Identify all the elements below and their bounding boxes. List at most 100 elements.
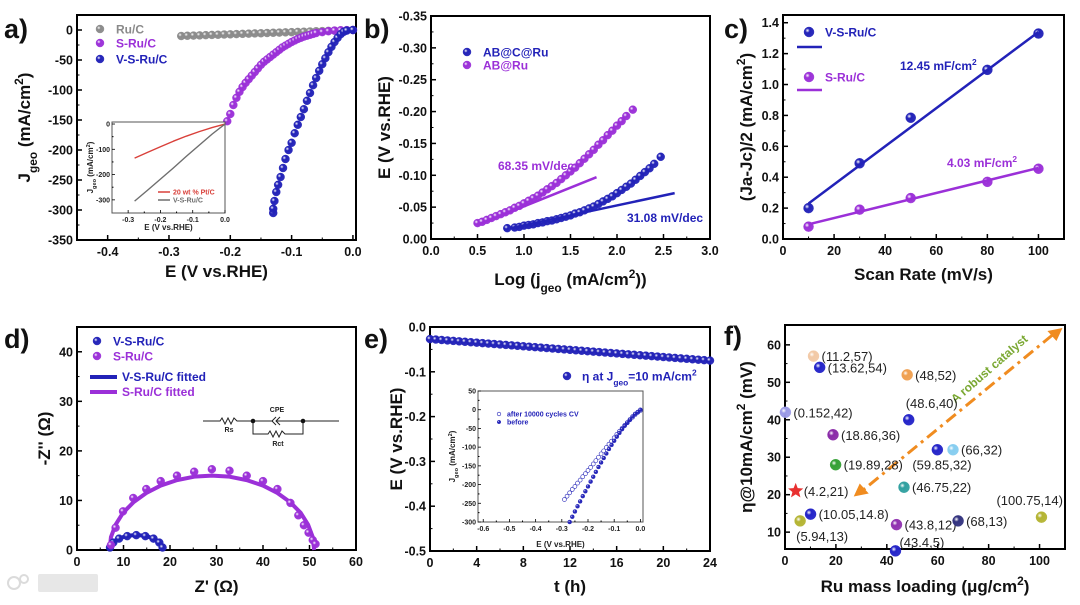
data-point (627, 417, 633, 422)
data-point (931, 444, 944, 456)
inset-chart-a: -0.3 -0.2 -0.1 0.0 0 -100 -200 -300 E (V vs.RHE)… (86, 121, 230, 232)
x-tick-label: 20 (656, 556, 670, 570)
data-point (114, 534, 124, 543)
rs-resistor (203, 416, 253, 426)
y-tick-label: -250 (48, 174, 73, 188)
plot-frame (111, 121, 226, 214)
data-point (225, 466, 234, 475)
inset-series-20-wt-pt-c (134, 123, 226, 159)
data-point (575, 504, 580, 509)
inset-legend-label: 20 wt % Pt/C (173, 190, 215, 197)
data-point (905, 112, 916, 123)
inset-series-before (567, 407, 643, 525)
x-axis-label: Scan Rate (mV/s) (854, 265, 993, 284)
data-point (562, 497, 567, 502)
data-point (287, 138, 296, 148)
point-label: (43.8,12) (904, 518, 956, 533)
x-tick-label: 60 (929, 244, 943, 258)
x-tick-label: 0 (780, 244, 787, 258)
data-point (308, 80, 318, 90)
data-point (588, 479, 593, 484)
data-point (890, 518, 903, 531)
x-tick-label: 30 (210, 555, 224, 569)
series-s-ru-c-fit (808, 166, 1039, 226)
x-tick-label: 20 (163, 555, 177, 569)
y-axis-label: η@10mA/cm2​ (mV) (734, 361, 756, 513)
x-tick-label: -0.1 (608, 526, 620, 533)
y-axis-label: -Z'' (Ω) (35, 412, 54, 466)
series-line (477, 176, 598, 227)
data-point (149, 534, 158, 543)
data-point (705, 356, 715, 365)
panel-label-b: b) (364, 14, 389, 44)
data-point (580, 474, 586, 480)
data-point (296, 112, 306, 122)
series-s-ru-c (106, 465, 320, 550)
point-label: (13.62,54) (828, 360, 887, 375)
data-point (604, 451, 609, 456)
y-tick-label: 0.0 (409, 321, 426, 335)
series-at-j-geo-10-ma-cm-2 (425, 334, 715, 365)
data-point (585, 484, 591, 489)
x-axis-label: E (V vs.RHE) (536, 540, 585, 549)
y-tick-label: 10 (767, 526, 781, 540)
data-point (284, 145, 293, 155)
y-tick-label: -350 (48, 234, 73, 248)
x-tick-label: 80 (980, 244, 994, 258)
x-tick-label: 0 (74, 555, 81, 569)
x-axis-label: t (h) (554, 577, 586, 596)
y-tick-label: 20 (767, 488, 781, 502)
data-point (638, 407, 643, 412)
circuit-label: Rs (225, 427, 234, 434)
legend-label: S-Ru/C (825, 71, 865, 85)
data-point (583, 489, 588, 494)
x-tick-label: 3.0 (701, 244, 718, 258)
data-point (106, 540, 116, 550)
data-point (572, 484, 578, 489)
data-point (593, 458, 599, 463)
y-tick-label: 40 (59, 345, 73, 359)
point-label: (66,32) (961, 443, 1002, 458)
point-label: (48.6,40) (906, 396, 958, 411)
data-point (294, 511, 303, 520)
point-label: (48,52) (915, 368, 956, 383)
point-label: (5.94,13) (796, 529, 848, 544)
x-tick-label: -0.5 (503, 526, 515, 533)
y-tick-label: 40 (767, 413, 781, 427)
data-point (269, 204, 278, 214)
y-tick-label: 0.6 (762, 140, 779, 154)
data-point (617, 430, 622, 436)
y-tick-label: 30 (59, 395, 73, 409)
plot-frame (782, 14, 1065, 240)
y-tick-label: 50 (468, 389, 476, 396)
y-tick-label: 0.8 (762, 109, 779, 123)
data-point (779, 406, 792, 418)
slope-annotation: 68.35 mV/dec (498, 159, 574, 173)
y-tick-label: -150 (48, 114, 73, 128)
data-point (95, 54, 105, 64)
data-point (293, 120, 302, 130)
x-tick-label: -0.3 (122, 217, 134, 224)
plot-frame (76, 14, 357, 241)
y-tick-label: -150 (462, 463, 476, 470)
data-point (270, 196, 279, 206)
y-tick-label: -0.20 (399, 105, 428, 119)
data-point (591, 474, 596, 479)
data-point (903, 414, 915, 426)
y-tick-label: -50 (466, 426, 476, 433)
x-tick-label: 40 (256, 555, 270, 569)
x-tick-label: 16 (610, 556, 624, 570)
y-tick-label: -0.3 (404, 455, 426, 469)
data-point (577, 499, 583, 504)
data-point (572, 509, 578, 514)
data-point (575, 480, 580, 486)
y-tick-label: 60 (767, 338, 781, 352)
data-point (577, 477, 583, 483)
y-tick-label: 0 (472, 407, 476, 414)
data-point (302, 96, 312, 106)
data-point (273, 180, 283, 190)
data-point (585, 468, 591, 473)
y-tick-label: -100 (96, 147, 110, 154)
y-tick-label: 0 (66, 24, 73, 38)
